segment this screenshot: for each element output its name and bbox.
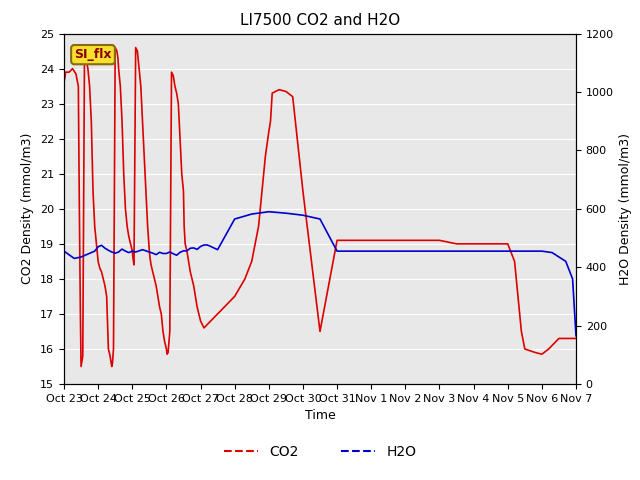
- CO2: [180, 223, 188, 229]
- H2O: [104, 247, 112, 253]
- CO2: [275, 87, 283, 93]
- Legend: CO2, H2O: CO2, H2O: [218, 440, 422, 465]
- Line: CO2: CO2: [64, 48, 576, 366]
- H2O: [196, 243, 204, 249]
- X-axis label: Time: Time: [305, 409, 335, 422]
- H2O: [166, 249, 173, 255]
- Title: LI7500 CO2 and H2O: LI7500 CO2 and H2O: [240, 13, 400, 28]
- CO2: [572, 336, 580, 341]
- H2O: [60, 248, 68, 254]
- H2O: [231, 216, 239, 222]
- Y-axis label: CO2 Density (mmol/m3): CO2 Density (mmol/m3): [22, 133, 35, 285]
- CO2: [60, 80, 68, 85]
- Y-axis label: H2O Density (mmol/m3): H2O Density (mmol/m3): [620, 133, 632, 285]
- CO2: [76, 206, 83, 212]
- Line: H2O: H2O: [64, 212, 576, 336]
- CO2: [111, 45, 119, 50]
- CO2: [77, 363, 85, 369]
- Text: SI_flx: SI_flx: [74, 48, 112, 61]
- H2O: [572, 333, 580, 339]
- H2O: [183, 248, 191, 254]
- H2O: [265, 209, 273, 215]
- CO2: [116, 84, 124, 89]
- H2O: [248, 211, 255, 217]
- CO2: [166, 328, 173, 334]
- CO2: [419, 238, 426, 243]
